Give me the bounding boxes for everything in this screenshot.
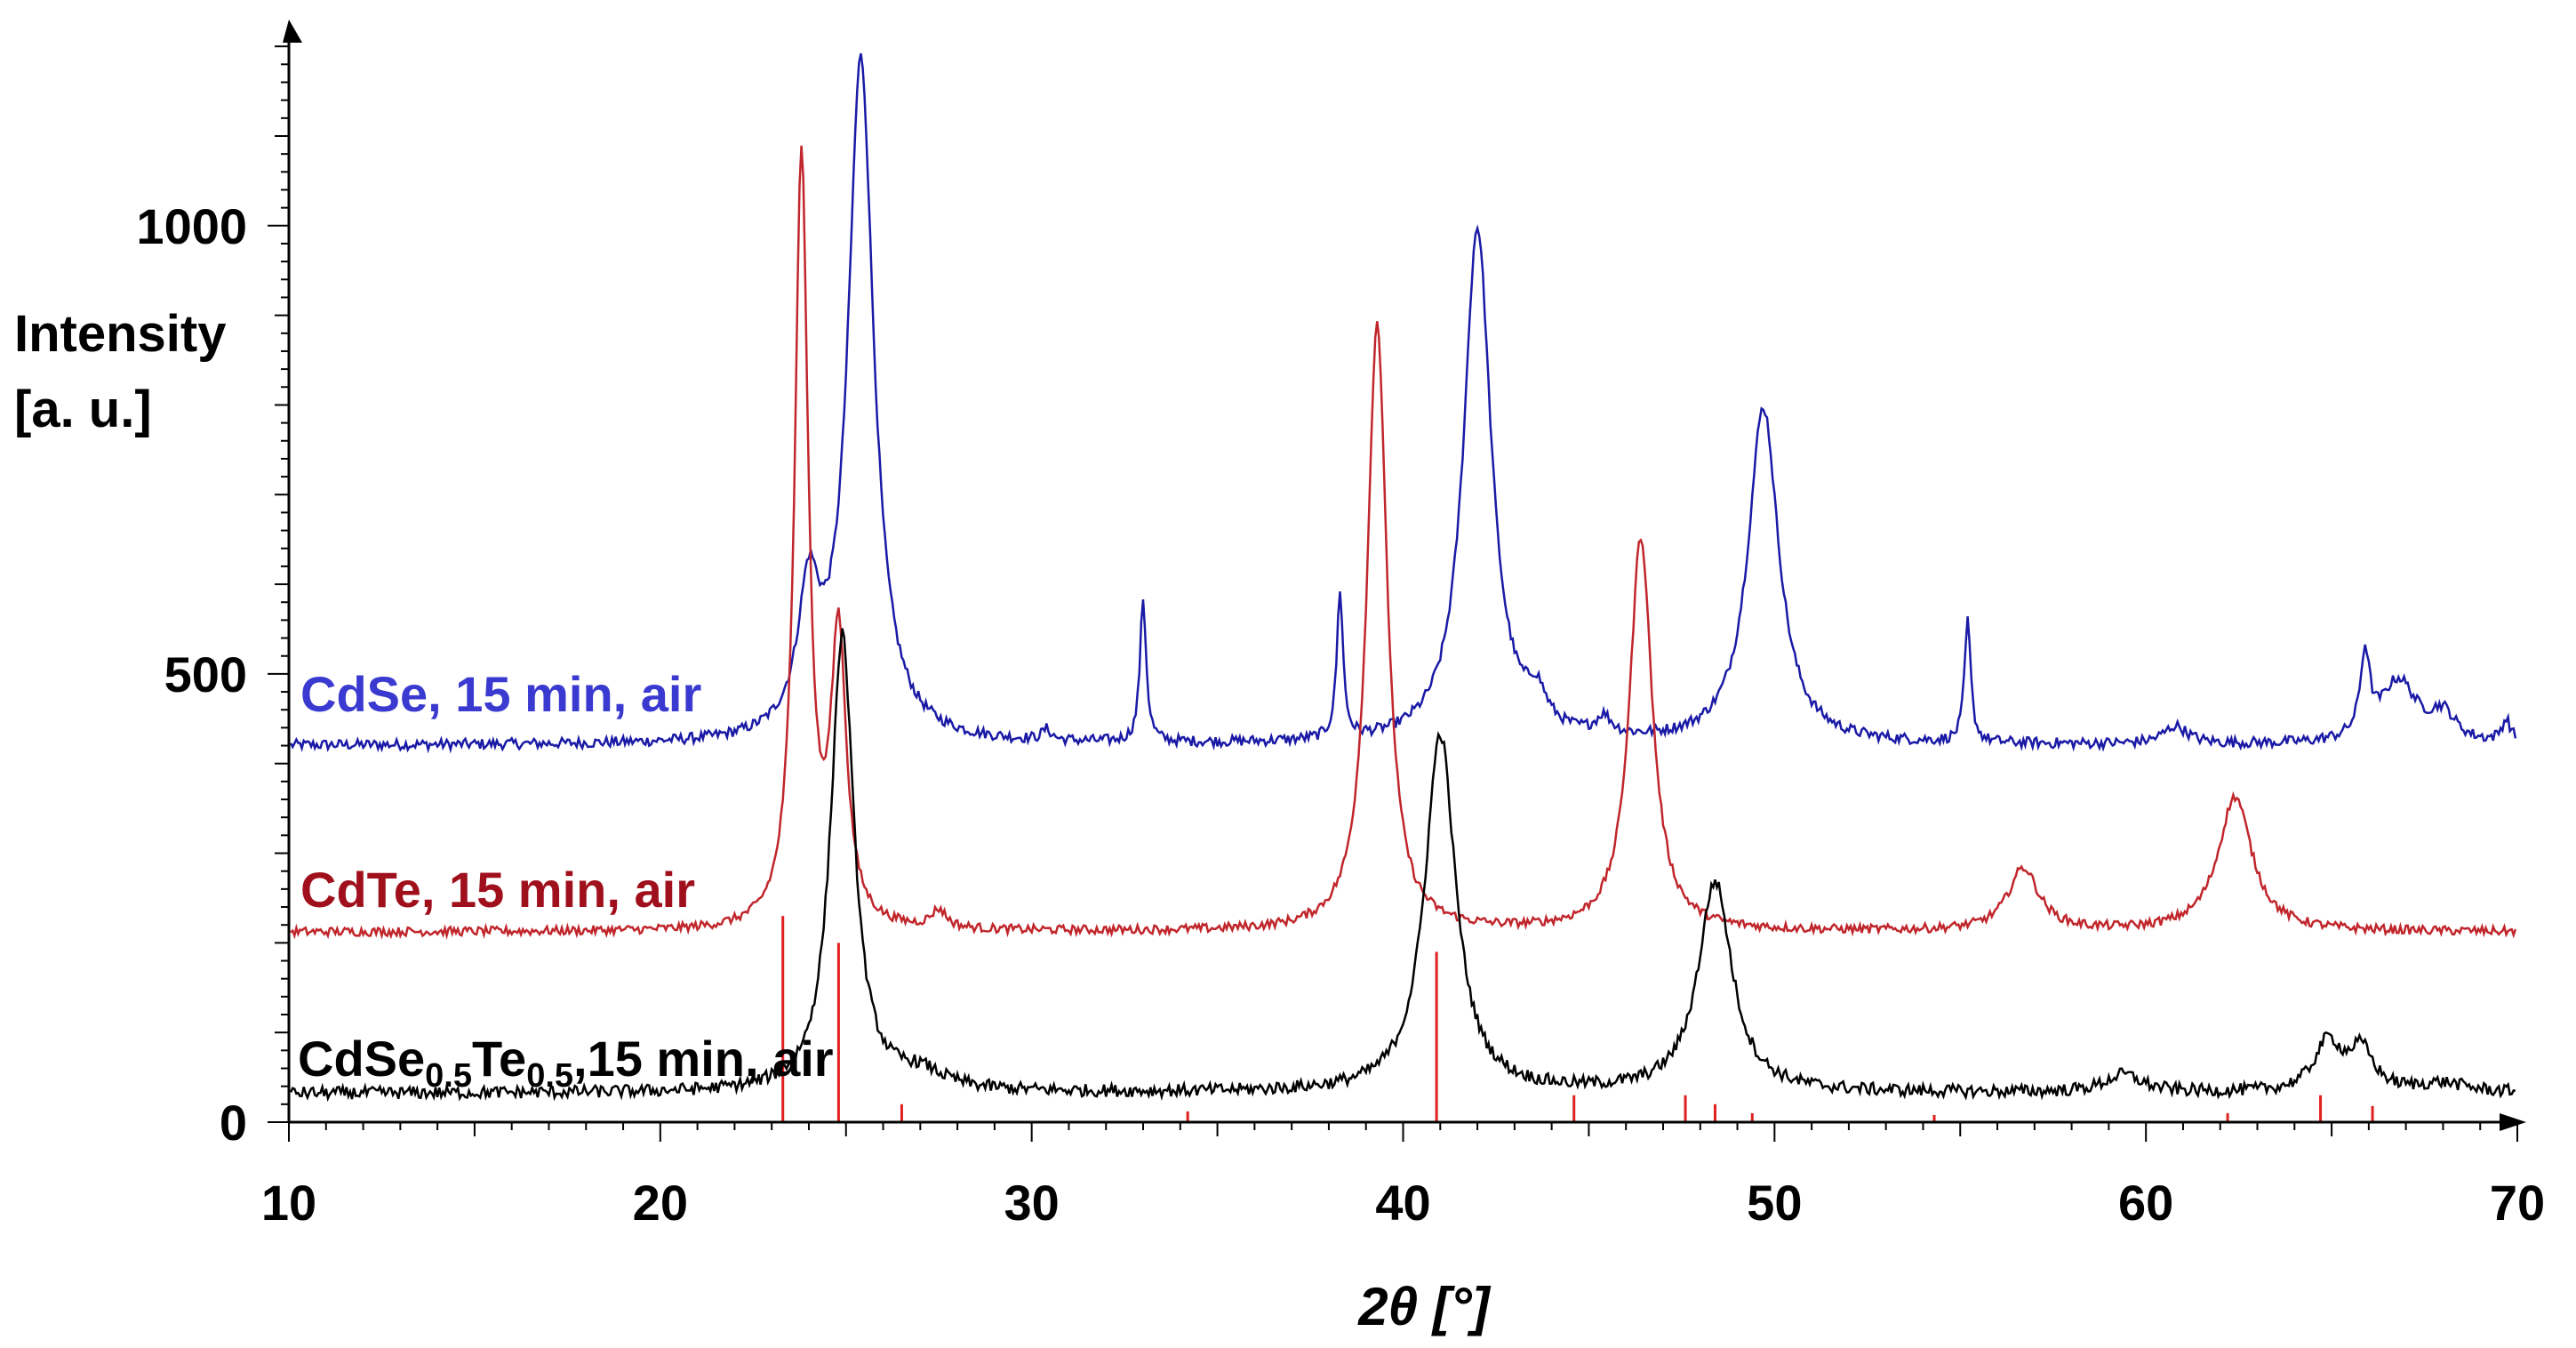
series-label-mixed-sub2: 0.5	[526, 1057, 573, 1095]
series-label-mixed-sub1: 0.5	[425, 1057, 472, 1095]
y-tick-label: 1000	[136, 198, 247, 254]
axes	[283, 20, 2526, 1131]
series-layer	[289, 52, 2517, 1103]
x-tick-label: 30	[1004, 1175, 1060, 1231]
y-axis-label-line2: [a. u.]	[14, 381, 152, 438]
reference-lines	[781, 916, 2374, 1122]
ticks: 10 20 30 40 50 60 70 0 500 1000	[136, 45, 2545, 1231]
y-tick-label: 500	[164, 646, 247, 702]
series-line-mixed	[289, 628, 2516, 1103]
series-line-cdse	[289, 52, 2517, 754]
series-line-cdte	[290, 145, 2517, 940]
x-tick-label: 20	[633, 1175, 688, 1231]
labels: Intensity [a. u.] 2θ [°] CdSe, 15 min, a…	[14, 305, 1492, 1336]
x-axis-label: 2θ [°]	[1357, 1277, 1491, 1336]
x-tick-label: 10	[261, 1175, 316, 1231]
x-axis-arrow	[2500, 1113, 2526, 1131]
series-label-mixed-main: CdSe	[298, 1031, 425, 1087]
x-tick-label: 50	[1747, 1175, 1802, 1231]
x-tick-label: 60	[2118, 1175, 2173, 1231]
x-tick-label: 40	[1375, 1175, 1430, 1231]
x-tick-label: 70	[2490, 1175, 2545, 1231]
y-tick-label: 0	[220, 1095, 247, 1151]
series-label-mixed-tail: ,15 min, air	[573, 1031, 834, 1087]
series-label-cdse: CdSe, 15 min, air	[300, 666, 701, 722]
series-label-mixed: CdSe0.5Te0.5,15 min, air	[298, 1031, 834, 1095]
series-label-cdte: CdTe, 15 min, air	[300, 862, 695, 918]
y-axis-label-line1: Intensity	[14, 305, 227, 363]
series-label-mixed-mid: Te	[472, 1031, 526, 1087]
y-axis-arrow	[283, 20, 302, 43]
